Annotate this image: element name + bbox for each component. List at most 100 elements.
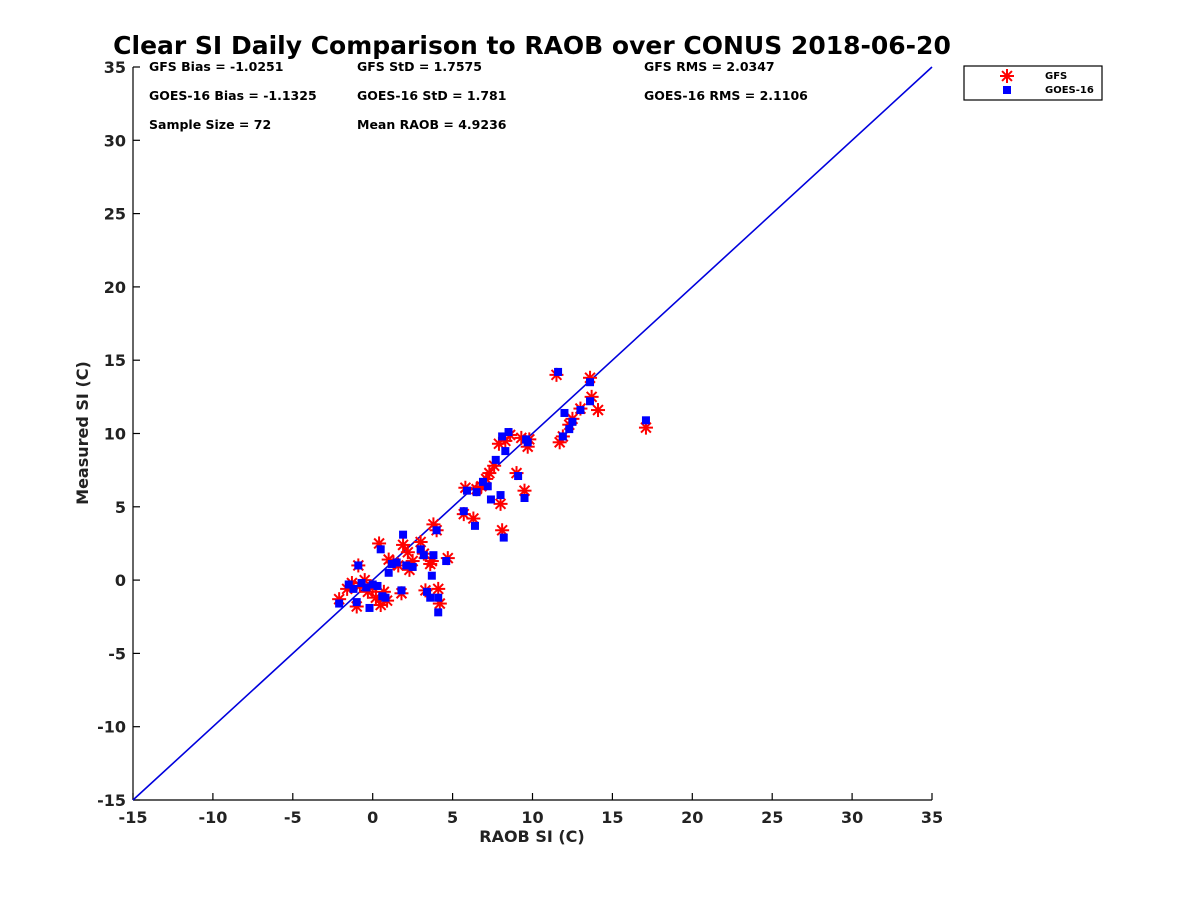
legend-gfs-symbol bbox=[1000, 69, 1014, 83]
x-tick-label: 15 bbox=[601, 808, 623, 827]
stat-text: GFS Bias = -1.0251 bbox=[149, 59, 283, 74]
data-points bbox=[332, 367, 653, 617]
goes16-point bbox=[419, 551, 428, 560]
goes16-point bbox=[520, 494, 529, 503]
goes16-point bbox=[459, 507, 468, 516]
goes16-point bbox=[392, 558, 401, 567]
stat-text: GOES-16 Bias = -1.1325 bbox=[149, 88, 317, 103]
y-tick-label: 35 bbox=[104, 58, 126, 77]
goes16-point bbox=[376, 545, 385, 554]
x-tick-label: -15 bbox=[119, 808, 148, 827]
goes16-point bbox=[387, 559, 396, 568]
goes16-point bbox=[491, 455, 500, 464]
legend: GFS GOES-16 bbox=[963, 65, 1103, 101]
goes16-point bbox=[416, 545, 425, 554]
chart-title: Clear SI Daily Comparison to RAOB over C… bbox=[113, 31, 951, 60]
gfs-point bbox=[413, 534, 428, 549]
goes16-point bbox=[427, 571, 436, 580]
goes16-point bbox=[576, 406, 585, 415]
stat-text: Sample Size = 72 bbox=[149, 117, 271, 132]
goes16-point bbox=[483, 482, 492, 491]
goes16-point bbox=[586, 378, 595, 387]
goes16-point bbox=[429, 551, 438, 560]
goes16-point bbox=[568, 417, 577, 426]
y-tick-label: -5 bbox=[108, 644, 126, 663]
x-tick-label: -5 bbox=[284, 808, 302, 827]
x-tick-label: -10 bbox=[198, 808, 227, 827]
legend-goes16-label: GOES-16 bbox=[1045, 85, 1094, 96]
goes16-point bbox=[357, 579, 366, 588]
goes16-point bbox=[442, 557, 451, 566]
stat-text: GFS RMS = 2.0347 bbox=[644, 59, 775, 74]
goes16-point bbox=[554, 367, 563, 376]
one-to-one-line bbox=[132, 66, 933, 801]
goes16-point bbox=[381, 593, 390, 602]
x-axis-label: RAOB SI (C) bbox=[479, 827, 584, 846]
goes16-point bbox=[586, 397, 595, 406]
y-tick-label: 20 bbox=[104, 278, 126, 297]
x-tick-label: 5 bbox=[447, 808, 458, 827]
goes16-point bbox=[362, 583, 371, 592]
goes16-point bbox=[498, 432, 507, 441]
x-tick-label: 0 bbox=[367, 808, 378, 827]
goes16-point bbox=[470, 521, 479, 530]
goes16-point bbox=[523, 438, 532, 447]
goes16-point bbox=[504, 428, 513, 437]
goes16-point bbox=[432, 526, 441, 535]
gfs-point bbox=[493, 496, 508, 511]
legend-goes16-marker bbox=[1003, 86, 1011, 94]
legend-gfs-marker bbox=[1000, 69, 1014, 83]
goes16-point bbox=[335, 599, 344, 608]
goes16-point bbox=[408, 562, 417, 571]
legend-goes16-symbol bbox=[1003, 86, 1011, 94]
gfs-point bbox=[591, 403, 606, 418]
goes16-point bbox=[499, 533, 508, 542]
goes16-point bbox=[397, 586, 406, 595]
goes16-point bbox=[472, 488, 481, 497]
goes16-point bbox=[641, 416, 650, 425]
gfs-point bbox=[400, 545, 415, 560]
stat-text: Mean RAOB = 4.9236 bbox=[357, 117, 507, 132]
y-axis-label: Measured SI (C) bbox=[73, 361, 92, 505]
goes16-point bbox=[560, 408, 569, 417]
stat-text: GFS StD = 1.7575 bbox=[357, 59, 482, 74]
goes16-point bbox=[434, 608, 443, 617]
goes16-point bbox=[514, 472, 523, 481]
stat-text: GOES-16 RMS = 2.1106 bbox=[644, 88, 808, 103]
gfs-point bbox=[495, 523, 510, 538]
goes16-point bbox=[478, 477, 487, 486]
x-tick-label: 35 bbox=[921, 808, 943, 827]
goes16-point bbox=[462, 486, 471, 495]
goes16-point bbox=[496, 491, 505, 500]
axis-ticks: -15 -10 -5 0 5 10 15 20 25 30 35 -15 -10 -5 0 5 10 15 20 25… bbox=[97, 58, 943, 827]
gfs-point bbox=[396, 537, 411, 552]
goes16-point bbox=[423, 587, 432, 596]
goes16-point bbox=[565, 425, 574, 434]
y-tick-label: 25 bbox=[104, 205, 126, 224]
goes16-point bbox=[501, 447, 510, 456]
gfs-point bbox=[431, 581, 446, 596]
goes16-point bbox=[402, 561, 411, 570]
y-tick-label: 10 bbox=[104, 425, 126, 444]
goes16-point bbox=[558, 432, 567, 441]
goes16-point bbox=[486, 495, 495, 504]
goes16-point bbox=[354, 561, 363, 570]
y-tick-label: 5 bbox=[115, 498, 126, 517]
gfs-point bbox=[482, 466, 497, 481]
goes16-point bbox=[384, 568, 393, 577]
goes16-point bbox=[352, 598, 361, 607]
legend-gfs-label: GFS bbox=[1045, 71, 1067, 82]
goes16-point bbox=[365, 603, 374, 612]
y-tick-label: 15 bbox=[104, 351, 126, 370]
y-tick-label: -15 bbox=[97, 791, 126, 810]
y-tick-label: 30 bbox=[104, 131, 126, 150]
statistics-box: GFS Bias = -1.0251 GFS StD = 1.7575 GFS RM… bbox=[149, 59, 808, 132]
x-tick-label: 20 bbox=[681, 808, 703, 827]
goes16-point bbox=[344, 580, 353, 589]
goes16-point bbox=[373, 581, 382, 590]
goes16-point bbox=[434, 593, 443, 602]
stat-text: GOES-16 StD = 1.781 bbox=[357, 88, 506, 103]
x-tick-label: 25 bbox=[761, 808, 783, 827]
x-tick-label: 30 bbox=[841, 808, 863, 827]
